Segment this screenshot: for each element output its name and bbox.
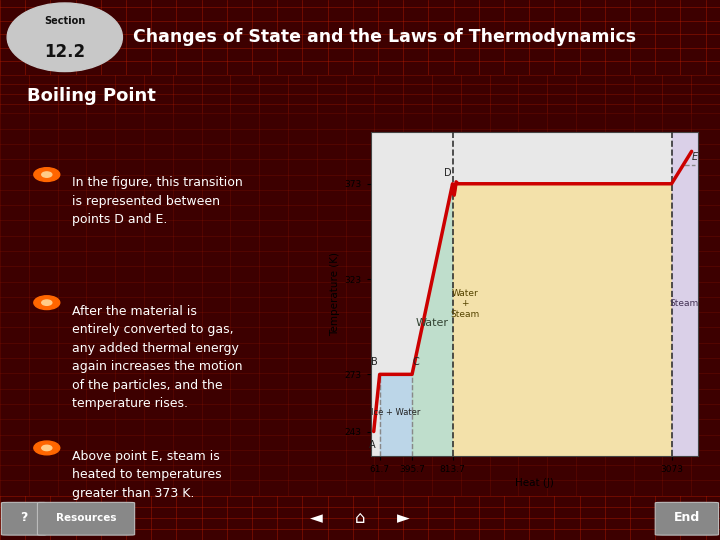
Text: Water: Water <box>415 318 449 328</box>
Text: C: C <box>413 357 419 367</box>
Text: B: B <box>372 357 378 367</box>
Circle shape <box>34 168 60 181</box>
FancyBboxPatch shape <box>37 502 135 535</box>
Circle shape <box>34 296 60 309</box>
Text: 12.2: 12.2 <box>44 43 86 61</box>
Text: A: A <box>369 440 375 450</box>
Text: Water
+
Steam: Water + Steam <box>451 289 480 319</box>
Text: Ice + Water: Ice + Water <box>371 408 420 417</box>
Text: ?: ? <box>20 511 27 524</box>
Circle shape <box>34 441 60 455</box>
Text: End: End <box>674 511 700 524</box>
Text: After the material is
entirely converted to gas,
any added thermal energy
again : After the material is entirely converted… <box>72 305 243 410</box>
Text: ⌂: ⌂ <box>355 509 365 527</box>
Text: Steam: Steam <box>669 299 698 308</box>
FancyBboxPatch shape <box>1 502 46 535</box>
Ellipse shape <box>7 3 122 71</box>
Text: Boiling Point: Boiling Point <box>27 87 156 105</box>
Text: D: D <box>444 168 452 178</box>
Y-axis label: Temperature (K): Temperature (K) <box>330 252 341 336</box>
Text: ►: ► <box>397 509 410 527</box>
Text: In the figure, this transition
is represented between
points D and E.: In the figure, this transition is repres… <box>72 177 243 226</box>
Text: ◄: ◄ <box>310 509 323 527</box>
Circle shape <box>42 300 52 305</box>
Circle shape <box>42 172 52 177</box>
Text: Above point E, steam is
heated to temperatures
greater than 373 K.: Above point E, steam is heated to temper… <box>72 450 222 500</box>
Text: Changes of State and the Laws of Thermodynamics: Changes of State and the Laws of Thermod… <box>133 28 636 46</box>
FancyBboxPatch shape <box>655 502 719 535</box>
Circle shape <box>42 446 52 450</box>
X-axis label: Heat (J): Heat (J) <box>516 478 554 489</box>
Text: Resources: Resources <box>56 513 117 523</box>
Text: E: E <box>692 152 698 162</box>
Text: Section: Section <box>44 16 86 26</box>
